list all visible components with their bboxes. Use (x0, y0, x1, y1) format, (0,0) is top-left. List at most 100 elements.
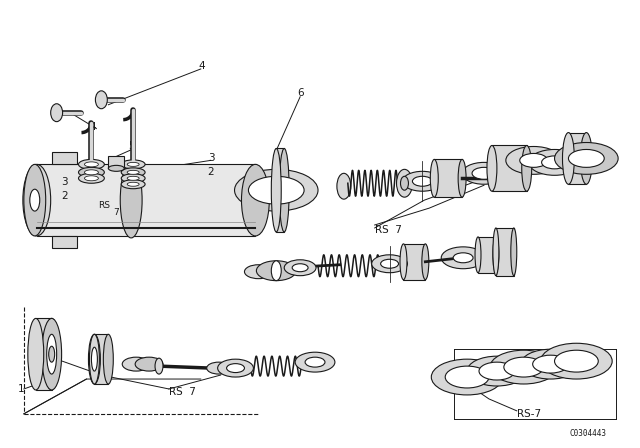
Ellipse shape (241, 164, 269, 236)
Ellipse shape (271, 261, 281, 280)
Polygon shape (478, 237, 496, 273)
Polygon shape (403, 244, 426, 280)
Ellipse shape (487, 146, 497, 191)
Ellipse shape (79, 159, 104, 169)
Ellipse shape (504, 357, 543, 377)
Ellipse shape (521, 349, 580, 379)
Ellipse shape (51, 104, 63, 122)
Text: 2: 2 (208, 167, 214, 177)
Ellipse shape (49, 346, 54, 362)
Text: 2: 2 (61, 191, 68, 201)
Ellipse shape (467, 356, 527, 386)
Ellipse shape (292, 264, 308, 271)
Ellipse shape (541, 156, 568, 169)
Text: 4: 4 (199, 61, 205, 71)
Ellipse shape (401, 177, 408, 190)
Ellipse shape (400, 244, 407, 280)
Text: 1: 1 (18, 384, 24, 394)
Ellipse shape (103, 334, 113, 384)
Polygon shape (52, 152, 77, 164)
Text: RS: RS (99, 201, 110, 210)
Polygon shape (36, 319, 52, 390)
Ellipse shape (23, 164, 51, 236)
Ellipse shape (279, 148, 289, 232)
Ellipse shape (127, 177, 139, 180)
Ellipse shape (121, 174, 145, 183)
Ellipse shape (79, 168, 104, 177)
Ellipse shape (155, 358, 163, 374)
Ellipse shape (121, 160, 145, 169)
Ellipse shape (84, 176, 99, 181)
Ellipse shape (234, 169, 318, 211)
Ellipse shape (520, 154, 548, 168)
Ellipse shape (529, 150, 580, 175)
Text: C0304443: C0304443 (569, 429, 606, 438)
Ellipse shape (522, 146, 532, 191)
Ellipse shape (121, 180, 145, 189)
Ellipse shape (412, 177, 432, 186)
Text: RS-7: RS-7 (516, 409, 541, 419)
Text: 3: 3 (61, 177, 68, 187)
Ellipse shape (90, 334, 99, 384)
Text: RS  7: RS 7 (374, 225, 401, 235)
Ellipse shape (248, 177, 304, 204)
Polygon shape (492, 146, 527, 191)
Ellipse shape (120, 162, 142, 238)
Ellipse shape (568, 150, 604, 168)
Ellipse shape (372, 255, 408, 273)
Ellipse shape (554, 142, 618, 174)
Ellipse shape (24, 164, 45, 236)
Ellipse shape (554, 350, 598, 372)
Polygon shape (435, 159, 462, 197)
Ellipse shape (257, 261, 296, 280)
Ellipse shape (84, 170, 99, 175)
Ellipse shape (453, 253, 473, 263)
Ellipse shape (397, 169, 412, 197)
Ellipse shape (458, 159, 466, 197)
Ellipse shape (337, 173, 351, 199)
Ellipse shape (493, 228, 499, 276)
Text: 3: 3 (208, 153, 214, 164)
Ellipse shape (28, 319, 44, 390)
Ellipse shape (462, 162, 506, 184)
Ellipse shape (227, 364, 244, 373)
Polygon shape (36, 164, 255, 236)
Ellipse shape (403, 171, 442, 191)
Ellipse shape (207, 362, 230, 374)
Ellipse shape (532, 355, 568, 373)
Ellipse shape (95, 91, 108, 109)
Ellipse shape (472, 168, 496, 179)
Ellipse shape (295, 352, 335, 372)
Ellipse shape (84, 162, 99, 167)
Ellipse shape (381, 259, 399, 268)
Ellipse shape (218, 359, 253, 377)
Ellipse shape (127, 170, 139, 174)
Ellipse shape (271, 148, 281, 232)
Ellipse shape (92, 347, 97, 371)
Ellipse shape (430, 159, 438, 197)
Polygon shape (108, 156, 124, 168)
Polygon shape (52, 236, 77, 248)
Ellipse shape (79, 173, 104, 183)
Ellipse shape (135, 357, 163, 371)
Ellipse shape (127, 162, 139, 166)
Ellipse shape (47, 334, 57, 374)
Polygon shape (95, 334, 108, 384)
Ellipse shape (541, 343, 612, 379)
Ellipse shape (479, 362, 515, 380)
Ellipse shape (108, 165, 124, 171)
Ellipse shape (244, 265, 272, 279)
Ellipse shape (580, 133, 592, 184)
Ellipse shape (88, 334, 100, 384)
Ellipse shape (305, 357, 325, 367)
Text: 6: 6 (297, 88, 304, 98)
Ellipse shape (563, 133, 575, 184)
Ellipse shape (431, 359, 503, 395)
Ellipse shape (445, 366, 489, 388)
Polygon shape (496, 228, 514, 276)
Text: 7: 7 (113, 207, 119, 216)
Ellipse shape (490, 350, 557, 384)
Ellipse shape (475, 237, 481, 273)
Ellipse shape (122, 357, 150, 371)
Ellipse shape (506, 146, 561, 174)
